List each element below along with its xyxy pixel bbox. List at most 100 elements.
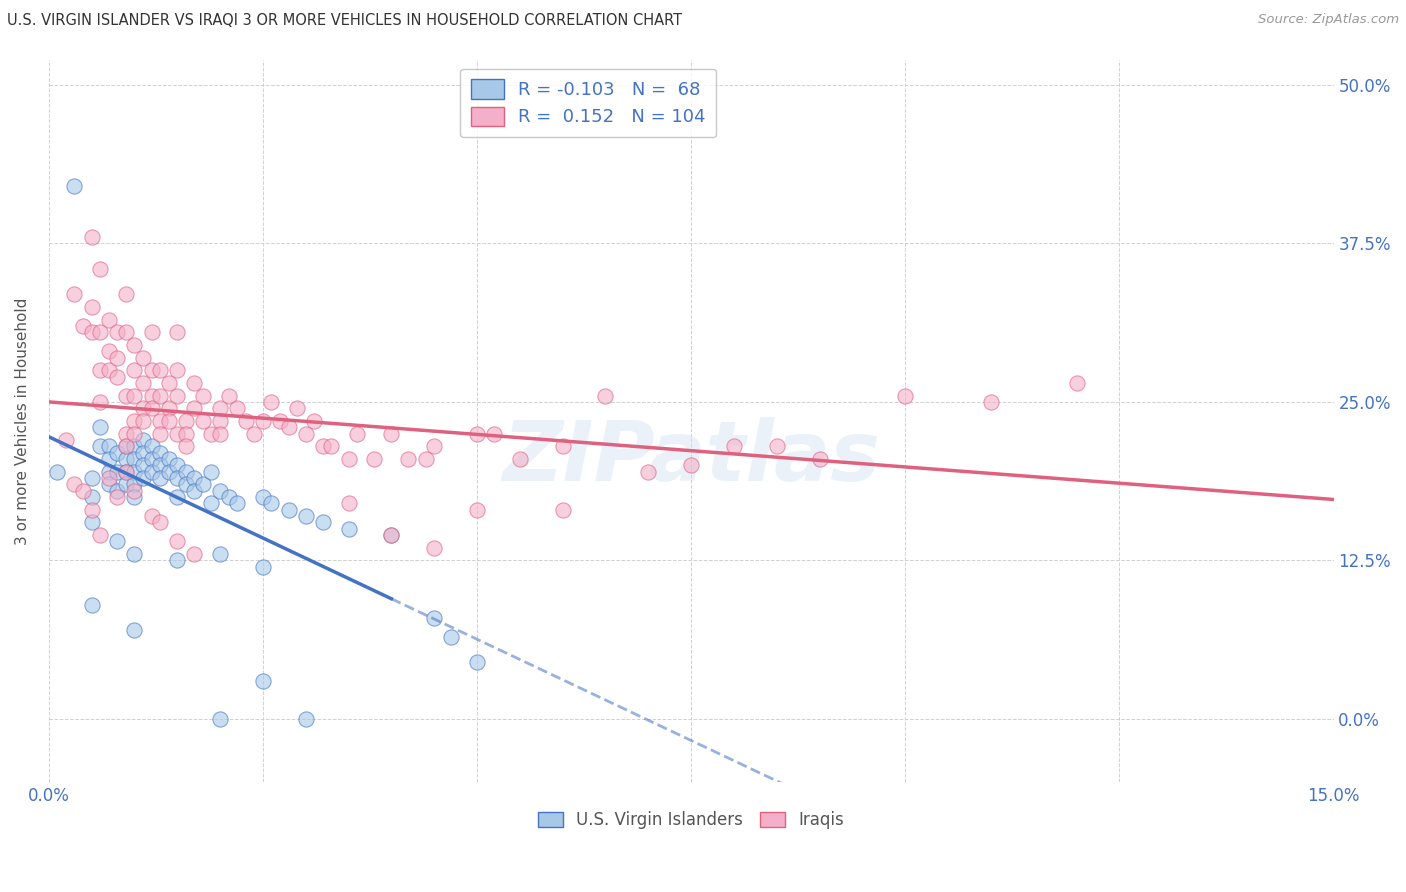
Point — [252, 414, 274, 428]
Point — [80, 471, 103, 485]
Point — [191, 414, 214, 428]
Point — [398, 452, 420, 467]
Point — [423, 610, 446, 624]
Point — [55, 433, 77, 447]
Point — [124, 389, 146, 403]
Text: ZIPatlas: ZIPatlas — [502, 417, 880, 498]
Point — [174, 477, 197, 491]
Point — [132, 401, 155, 416]
Point — [105, 325, 128, 339]
Point — [105, 483, 128, 498]
Point — [149, 363, 172, 377]
Point — [141, 465, 163, 479]
Point — [226, 401, 249, 416]
Point — [363, 452, 385, 467]
Point — [97, 452, 120, 467]
Point — [1066, 376, 1088, 390]
Point — [97, 439, 120, 453]
Point — [166, 490, 188, 504]
Point — [114, 452, 136, 467]
Point — [551, 439, 574, 453]
Point — [114, 477, 136, 491]
Point — [114, 389, 136, 403]
Point — [141, 325, 163, 339]
Point — [260, 496, 283, 510]
Point — [723, 439, 745, 453]
Point — [191, 477, 214, 491]
Point — [72, 318, 94, 333]
Point — [141, 389, 163, 403]
Y-axis label: 3 or more Vehicles in Household: 3 or more Vehicles in Household — [15, 297, 30, 545]
Point — [114, 439, 136, 453]
Point — [89, 261, 111, 276]
Point — [124, 623, 146, 637]
Point — [80, 300, 103, 314]
Point — [337, 496, 360, 510]
Point — [157, 465, 180, 479]
Point — [980, 395, 1002, 409]
Point — [260, 395, 283, 409]
Point — [346, 426, 368, 441]
Point — [183, 401, 205, 416]
Point — [149, 414, 172, 428]
Point — [200, 496, 222, 510]
Point — [89, 363, 111, 377]
Point — [132, 458, 155, 473]
Point — [46, 465, 69, 479]
Point — [465, 655, 488, 669]
Point — [415, 452, 437, 467]
Point — [166, 325, 188, 339]
Point — [124, 547, 146, 561]
Point — [97, 344, 120, 359]
Point — [166, 363, 188, 377]
Point — [141, 363, 163, 377]
Point — [97, 363, 120, 377]
Point — [80, 230, 103, 244]
Point — [482, 426, 505, 441]
Point — [132, 433, 155, 447]
Point — [380, 528, 402, 542]
Point — [105, 445, 128, 459]
Point — [97, 471, 120, 485]
Point — [63, 179, 86, 194]
Point — [157, 376, 180, 390]
Point — [97, 465, 120, 479]
Point — [80, 598, 103, 612]
Point — [209, 712, 232, 726]
Point — [209, 401, 232, 416]
Text: U.S. VIRGIN ISLANDER VS IRAQI 3 OR MORE VEHICLES IN HOUSEHOLD CORRELATION CHART: U.S. VIRGIN ISLANDER VS IRAQI 3 OR MORE … — [7, 13, 682, 29]
Point — [183, 547, 205, 561]
Point — [209, 483, 232, 498]
Point — [114, 465, 136, 479]
Point — [97, 477, 120, 491]
Point — [465, 502, 488, 516]
Point — [465, 426, 488, 441]
Point — [191, 389, 214, 403]
Point — [89, 528, 111, 542]
Point — [149, 471, 172, 485]
Point — [166, 389, 188, 403]
Point — [209, 547, 232, 561]
Point — [294, 509, 316, 524]
Point — [124, 490, 146, 504]
Point — [132, 471, 155, 485]
Point — [551, 502, 574, 516]
Point — [105, 351, 128, 365]
Legend: U.S. Virgin Islanders, Iraqis: U.S. Virgin Islanders, Iraqis — [531, 804, 851, 836]
Point — [132, 414, 155, 428]
Point — [294, 426, 316, 441]
Point — [149, 445, 172, 459]
Point — [312, 516, 335, 530]
Point — [124, 338, 146, 352]
Point — [124, 483, 146, 498]
Point — [440, 630, 463, 644]
Point — [149, 458, 172, 473]
Point — [124, 414, 146, 428]
Point — [294, 712, 316, 726]
Point — [80, 325, 103, 339]
Point — [209, 426, 232, 441]
Point — [80, 516, 103, 530]
Point — [304, 414, 326, 428]
Point — [124, 363, 146, 377]
Point — [89, 439, 111, 453]
